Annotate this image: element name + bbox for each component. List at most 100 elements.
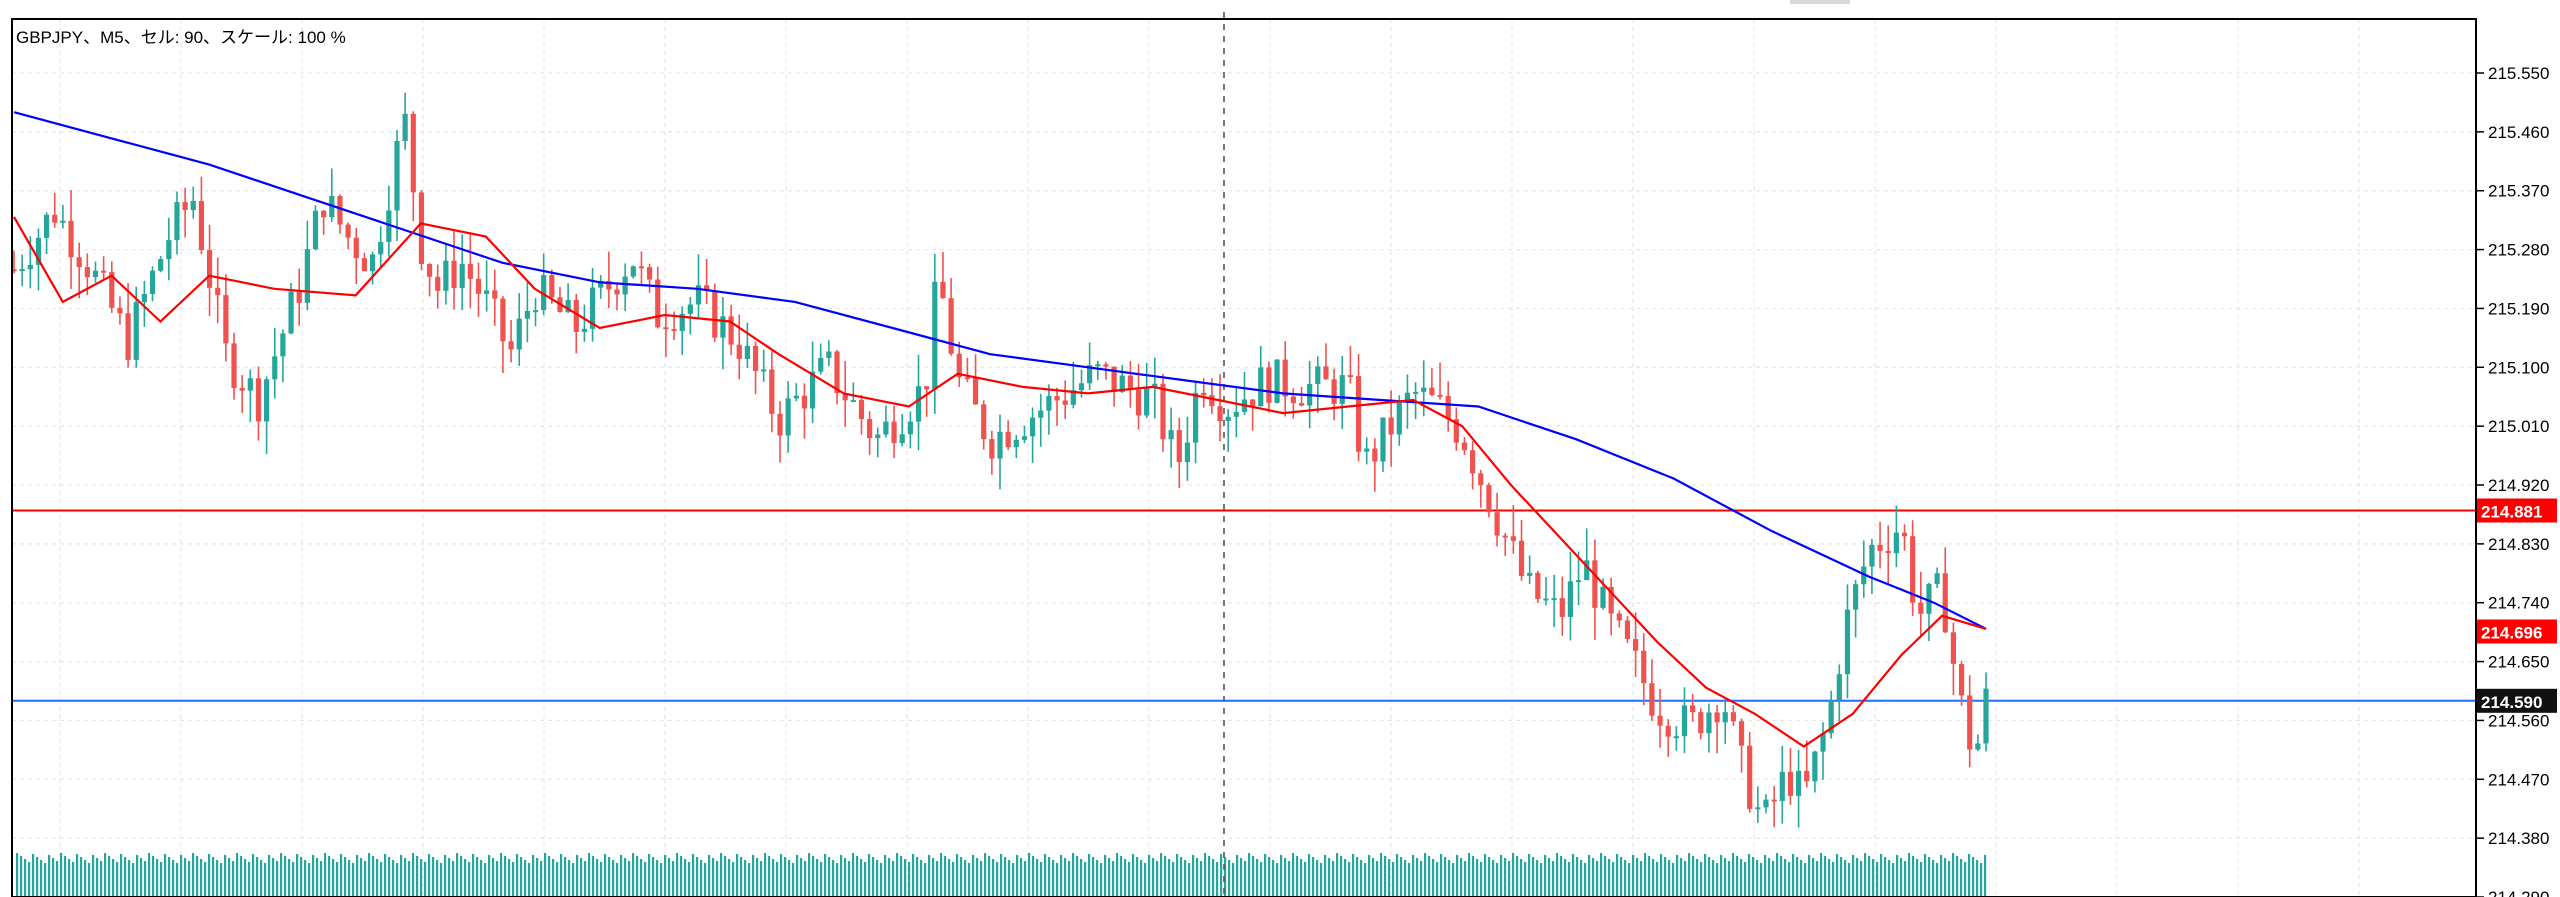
candle-body: [834, 351, 840, 394]
volume-bar: [28, 862, 31, 897]
volume-bar: [1500, 855, 1503, 897]
candle-body: [1665, 725, 1671, 737]
candle-body: [891, 421, 897, 444]
volume-bar: [1700, 862, 1703, 897]
candle-body: [117, 307, 123, 314]
candle-body: [484, 290, 490, 294]
volume-bar: [296, 854, 299, 897]
volume-bar: [1592, 858, 1595, 897]
candle-body: [1095, 364, 1101, 367]
ma-slow-line: [13, 111, 1987, 630]
volume-bar: [284, 856, 287, 897]
volume-bar: [1124, 859, 1127, 897]
candle-body: [1347, 375, 1353, 378]
bid-level-label: 214.590: [2481, 693, 2542, 712]
volume-bar: [800, 858, 803, 897]
candle-body: [769, 369, 775, 414]
volume-bar: [1716, 863, 1719, 897]
volume-bar: [336, 862, 339, 897]
volume-bar: [988, 856, 991, 897]
candle-body: [981, 404, 987, 440]
volume-bar: [268, 855, 271, 897]
volume-bar: [1092, 857, 1095, 897]
volume-bar: [1392, 862, 1395, 897]
volume-bar: [1588, 855, 1591, 897]
volume-bar: [192, 853, 195, 897]
volume-bar: [1212, 859, 1215, 897]
volume-bar: [524, 860, 527, 897]
volume-bar: [620, 855, 623, 897]
horizontal-price-lines[interactable]: [12, 509, 2476, 702]
volume-bar: [1960, 859, 1963, 897]
candle-body: [174, 202, 180, 241]
volume-bar: [1820, 853, 1823, 897]
volume-bar: [996, 862, 999, 897]
candle-body: [125, 313, 131, 360]
volume-bar: [1284, 858, 1287, 897]
volume-bar: [1076, 856, 1079, 897]
volume-bar: [408, 861, 411, 897]
volume-bar: [736, 854, 739, 897]
volume-bar: [1236, 855, 1239, 897]
volume-bar: [1508, 861, 1511, 897]
volume-bar: [964, 860, 967, 897]
candles: [11, 92, 1989, 828]
candle-body: [630, 266, 636, 277]
candle-body: [541, 275, 547, 311]
ma-slow-level-label: 214.696: [2481, 623, 2542, 642]
volume-bar: [1908, 853, 1911, 897]
y-tick-label: 214.650: [2488, 653, 2549, 672]
volume-bar: [1464, 861, 1467, 897]
volume-bar: [1724, 858, 1727, 897]
candle-body: [1355, 376, 1362, 452]
volume-bar: [236, 853, 239, 897]
candle-body: [997, 431, 1003, 459]
volume-bar: [724, 856, 727, 897]
volume-bar: [1764, 855, 1767, 897]
volume-bar: [1900, 858, 1903, 897]
volume-bar: [844, 858, 847, 897]
volume-bar: [1216, 862, 1219, 897]
price-axis[interactable]: 215.550 215.460 215.370 215.280 215.190 215.1…: [2476, 64, 2549, 897]
volume-bar: [652, 857, 655, 897]
volume-bar: [1904, 861, 1907, 897]
volume-bar: [1956, 856, 1959, 897]
volume-bar: [292, 862, 295, 897]
volume-bar: [608, 857, 611, 897]
volume-bar: [72, 862, 75, 897]
candle-body: [378, 241, 384, 255]
volume-bar: [40, 860, 43, 897]
volume-bar: [388, 857, 391, 897]
candle-body: [647, 267, 653, 280]
volume-bar: [328, 856, 331, 897]
candle-body: [695, 285, 702, 305]
volume-bar: [1644, 853, 1647, 897]
candle-body: [1698, 712, 1704, 734]
volume-bar: [1492, 860, 1495, 897]
candle-body: [736, 344, 742, 360]
volume-bar: [912, 854, 915, 897]
volume-bar: [124, 857, 127, 897]
volume-bar: [1164, 856, 1167, 897]
volume-bar: [572, 863, 575, 897]
volume-bar: [1228, 860, 1231, 897]
volume-bar: [320, 861, 323, 897]
volume-bar: [688, 862, 691, 897]
volume-bar: [848, 861, 851, 897]
volume-bar: [368, 853, 371, 897]
volume-bar: [1444, 857, 1447, 897]
volume-bar: [984, 853, 987, 897]
ma-fast-line: [13, 216, 1987, 748]
volume-bar: [1672, 863, 1675, 897]
y-tick-label: 215.460: [2488, 123, 2549, 142]
volume-bar: [1336, 853, 1339, 897]
volume-bar: [556, 862, 559, 897]
candle-body: [1608, 586, 1614, 614]
volume-bar: [1244, 861, 1247, 897]
volume-bar: [1760, 863, 1763, 897]
volume-bar: [1768, 858, 1771, 897]
volume-bar: [660, 863, 663, 897]
volume-bar: [1952, 853, 1955, 897]
volume-bar: [1468, 853, 1471, 897]
